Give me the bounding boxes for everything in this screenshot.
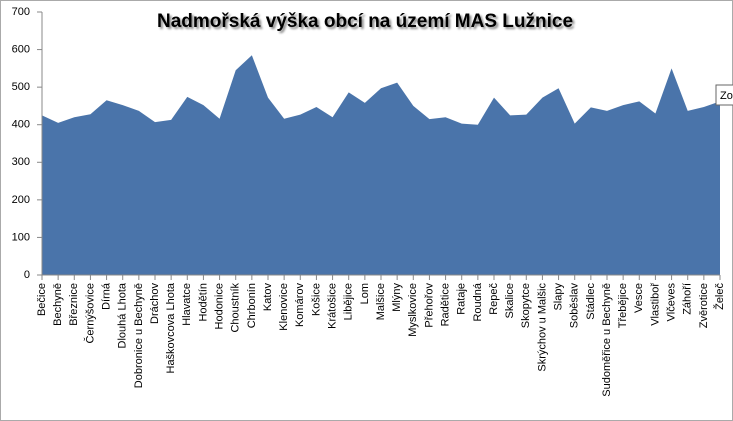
x-tick-label: Černýšovice bbox=[83, 283, 96, 344]
y-tick-label: 300 bbox=[12, 156, 30, 168]
y-tick-label: 400 bbox=[12, 119, 30, 131]
x-tick-label: Rataje bbox=[456, 283, 468, 315]
chart-title: Nadmořská výška obcí na území MAS Lužnic… bbox=[157, 11, 573, 32]
x-tick-label: Stádlec bbox=[585, 283, 597, 320]
x-tick-label: Přehořov bbox=[423, 283, 435, 328]
x-tick-label: Košice bbox=[310, 283, 322, 316]
x-tick-label: Sudoměřice u Bechyně bbox=[601, 283, 613, 397]
y-tick-label: 200 bbox=[12, 194, 30, 206]
x-tick-label: Lom bbox=[359, 283, 371, 304]
x-tick-label: Slapy bbox=[552, 283, 564, 311]
x-tick-label: Záhoří bbox=[682, 283, 694, 315]
x-tick-label: Malšice bbox=[375, 283, 387, 320]
y-tick-label: 0 bbox=[24, 269, 30, 281]
x-tick-label: Zvěrotice bbox=[698, 283, 710, 328]
x-tick-label: Třebějice bbox=[617, 283, 629, 328]
y-tick-label: 700 bbox=[12, 6, 30, 18]
x-tick-label: Klenovice bbox=[278, 283, 290, 331]
x-tick-label: Dobronice u Bechyně bbox=[133, 283, 145, 388]
x-tick-label: Dlouhá Lhota bbox=[117, 282, 129, 348]
x-tick-label: Bechyně bbox=[52, 283, 64, 326]
x-tick-label: Skalice bbox=[504, 283, 516, 318]
x-tick-label: Komárov bbox=[294, 283, 306, 328]
x-tick-label: Myslkovice bbox=[407, 283, 419, 337]
x-tick-label: Radětice bbox=[439, 283, 451, 326]
y-tick-label: 500 bbox=[12, 81, 30, 93]
x-tick-label: Choustník bbox=[230, 283, 242, 333]
x-tick-label: Repeč bbox=[488, 283, 500, 315]
x-tick-label: Hodětín bbox=[197, 283, 209, 322]
x-tick-label: Vesce bbox=[633, 283, 645, 313]
x-tick-label: Haškovcova Lhota bbox=[165, 282, 177, 373]
area bbox=[42, 55, 720, 276]
x-tick-label: Dráchov bbox=[149, 283, 161, 324]
y-tick-label: 600 bbox=[12, 43, 30, 55]
x-tick-label: Vlastiboř bbox=[649, 283, 661, 326]
x-tick-label: Dírná bbox=[100, 282, 112, 310]
tooltip-box bbox=[715, 84, 733, 106]
x-tick-label: Libějice bbox=[343, 283, 355, 320]
tooltip-text: Zo bbox=[720, 90, 733, 102]
x-tick-label: Roudná bbox=[472, 282, 484, 321]
y-tick-label: 100 bbox=[12, 231, 30, 243]
x-tick-label: Mlýny bbox=[391, 283, 403, 312]
x-tick-label: Krátošice bbox=[326, 283, 338, 329]
x-tick-label: Soběslav bbox=[569, 283, 581, 329]
x-tick-label: Hlavatce bbox=[181, 283, 193, 326]
x-tick-label: Vlčeves bbox=[665, 283, 677, 322]
x-tick-label: Katov bbox=[262, 283, 274, 312]
x-tick-label: Skrýchov u Malšic bbox=[536, 283, 548, 372]
x-tick-label: Chrbonín bbox=[246, 283, 258, 328]
x-tick-label: Skopytce bbox=[520, 283, 532, 328]
x-tick-label: Hodonice bbox=[213, 283, 225, 329]
x-tick-label: Bečice bbox=[36, 283, 48, 316]
x-tick-label: Březnice bbox=[68, 283, 80, 326]
x-tick-label: Želeč bbox=[713, 283, 726, 310]
